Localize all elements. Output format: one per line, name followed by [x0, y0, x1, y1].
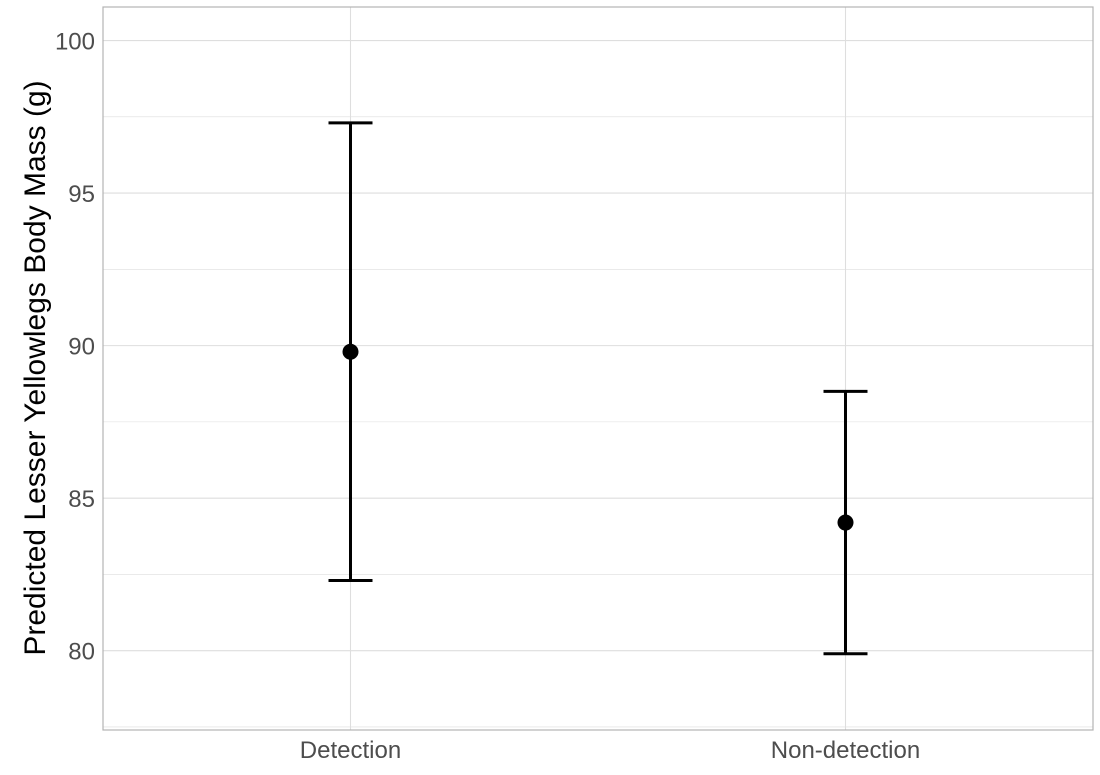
- data-point: [342, 343, 359, 360]
- y-tick-label: 95: [68, 181, 95, 208]
- grid-lines: [103, 7, 1093, 730]
- data-marks: [328, 121, 868, 656]
- data-point: [837, 514, 854, 531]
- y-tick-labels: 80 85 90 95 100: [55, 29, 95, 666]
- y-tick-label: 90: [68, 334, 95, 361]
- x-tick-label: Non-detection: [771, 737, 920, 764]
- y-tick-label: 85: [68, 486, 95, 513]
- y-axis-title: Predicted Lesser Yellowlegs Body Mass (g…: [19, 80, 52, 655]
- x-tick-label: Detection: [300, 737, 401, 764]
- y-tick-label: 80: [68, 639, 95, 666]
- x-tick-labels: Detection Non-detection: [300, 737, 920, 764]
- y-tick-label: 100: [55, 29, 95, 56]
- panel-border: [102, 6, 1094, 731]
